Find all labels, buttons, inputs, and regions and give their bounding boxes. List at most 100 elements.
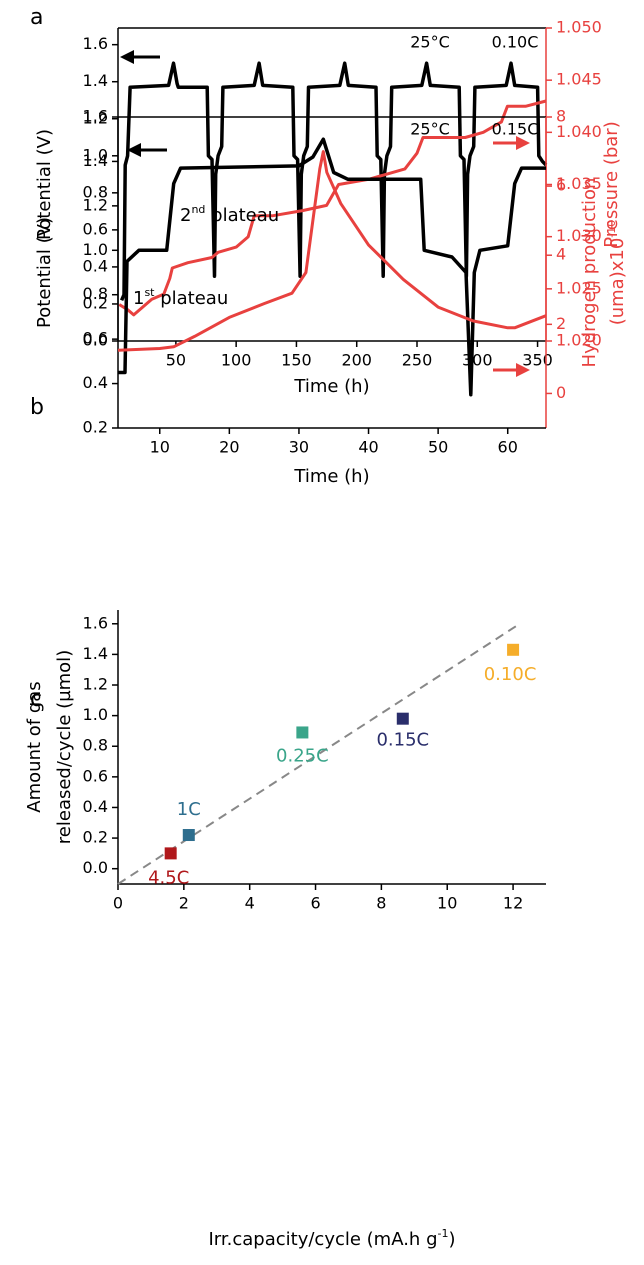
- y-tick-label: 0.4: [83, 373, 108, 392]
- y2-tick-label: 2: [556, 314, 566, 333]
- annotation: 0.10C: [492, 33, 539, 52]
- x-tick-label: 50: [166, 351, 186, 370]
- y-tick-label: 1.6: [83, 34, 108, 53]
- y-tick-label: 0.0: [83, 858, 108, 877]
- y2-tick-label: 6: [556, 176, 566, 195]
- y2-tick-label: 1.020: [556, 331, 602, 350]
- annotation: 0.15C: [492, 120, 539, 139]
- data-line: [117, 150, 547, 352]
- plateau-label-part: plateau: [205, 205, 279, 226]
- plateau-label-part: st: [144, 286, 155, 299]
- y2-tick-label: 1.050: [556, 18, 602, 37]
- plateau-label-part: plateau: [155, 288, 229, 309]
- x-tick-label: 10: [150, 438, 170, 457]
- y2-axis-label: Pressure (bar): [601, 121, 622, 247]
- x-tick-label: 12: [503, 894, 523, 913]
- y-tick-label: 0.0: [83, 331, 108, 350]
- y-tick-label: 1.2: [83, 675, 108, 694]
- panel-letter: c: [30, 687, 42, 712]
- point: [182, 829, 195, 842]
- x-tick-label: 60: [498, 438, 518, 457]
- point-label: 0.10C: [484, 664, 537, 685]
- y-tick-label: 1.4: [83, 644, 108, 663]
- x-tick-label: 2: [179, 894, 189, 913]
- y2-tick-label: 0: [556, 383, 566, 402]
- x-axis-label-part: -1: [438, 1227, 449, 1240]
- plateau-label-part: 1: [133, 288, 144, 309]
- y2-axis-label: (uma)x10-10: [605, 220, 629, 326]
- x-axis-label: Time (h): [293, 376, 369, 397]
- x-axis-label: Time (h): [293, 466, 369, 487]
- point-label: 1C: [177, 799, 201, 820]
- y-tick-label: 1.2: [83, 195, 108, 214]
- y-tick-label: 0.4: [83, 256, 108, 275]
- point-label: 0.25C: [276, 745, 329, 766]
- arrow-head: [127, 143, 141, 157]
- x-tick-label: 200: [341, 351, 372, 370]
- point-label: 4.5C: [148, 867, 189, 888]
- x-tick-label: 4: [245, 894, 255, 913]
- y-tick-label: 0.2: [83, 293, 108, 312]
- x-tick-label: 8: [376, 894, 386, 913]
- panel-letter: a: [30, 5, 43, 30]
- annotation: 25°C: [410, 120, 450, 139]
- x-tick-label: 50: [428, 438, 448, 457]
- y-tick-label: 1.4: [83, 151, 108, 170]
- y-tick-label: 1.0: [83, 240, 108, 259]
- x-tick-label: 150: [281, 351, 312, 370]
- y-axis-label: Potential (V): [34, 129, 55, 240]
- y-axis-label: released/cycle (µmol): [54, 650, 75, 844]
- point: [507, 643, 520, 656]
- y2-tick-label: 1.035: [556, 174, 602, 193]
- y-tick-label: 1.6: [83, 613, 108, 632]
- y2-tick-label: 1.045: [556, 70, 602, 89]
- plateau-label: 2nd plateau: [180, 203, 279, 227]
- y-axis-label: Amount of gas: [24, 681, 45, 812]
- arrow-head: [516, 363, 530, 377]
- x-tick-label: 250: [402, 351, 433, 370]
- y-tick-label: 1.4: [83, 71, 108, 90]
- x-tick-label: 300: [462, 351, 493, 370]
- plateau-label-part: 2: [180, 205, 191, 226]
- y-tick-label: 1.6: [83, 107, 108, 126]
- y-axis-label: Potential (V): [34, 217, 55, 328]
- panel-letter: b: [30, 395, 44, 420]
- arrows: [120, 50, 530, 377]
- data-line: [119, 61, 548, 301]
- x-tick-label: 0: [113, 894, 123, 913]
- y2-axis-label-part: -10: [605, 220, 618, 238]
- x-axis-label-part: ): [448, 1229, 455, 1250]
- y-tick-label: 1.0: [83, 705, 108, 724]
- arrow-head: [120, 50, 134, 64]
- point: [296, 726, 309, 739]
- point: [164, 847, 177, 860]
- data-line: [118, 99, 547, 317]
- y2-axis-label-part: (uma)x10: [607, 238, 628, 326]
- y-tick-label: 0.6: [83, 219, 108, 238]
- y-tick-label: 0.8: [83, 736, 108, 755]
- plateau-label: 1st plateau: [133, 286, 228, 310]
- y2-tick-label: 1.040: [556, 122, 602, 141]
- plateau-label-part: nd: [191, 203, 205, 216]
- y2-axis-label: Hydrogen production: [579, 178, 600, 368]
- arrow-head: [516, 136, 530, 150]
- y-tick-label: 1.2: [83, 108, 108, 127]
- x-axis-label: Irr.capacity/cycle (mA.h g-1): [209, 1227, 456, 1251]
- y-tick-label: 0.8: [83, 284, 108, 303]
- x-tick-label: 30: [289, 438, 309, 457]
- y2-tick-label: 1.025: [556, 278, 602, 297]
- y-tick-label: 0.6: [83, 766, 108, 785]
- x-axis-label-part: Irr.capacity/cycle (mA.h g: [209, 1229, 438, 1250]
- y-tick-label: 0.4: [83, 797, 108, 816]
- y2-tick-label: 8: [556, 107, 566, 126]
- y-tick-label: 0.6: [83, 329, 108, 348]
- y-tick-label: 0.8: [83, 182, 108, 201]
- point-label: 0.15C: [376, 730, 429, 751]
- y-tick-label: 0.2: [83, 418, 108, 437]
- x-tick-label: 10: [437, 894, 457, 913]
- y2-tick-label: 4: [556, 245, 566, 264]
- x-tick-label: 100: [221, 351, 252, 370]
- annotation: 25°C: [410, 33, 450, 52]
- data-line: [118, 137, 546, 397]
